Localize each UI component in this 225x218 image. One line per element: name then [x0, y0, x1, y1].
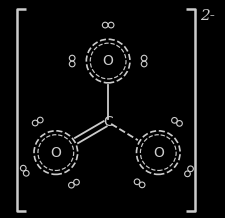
Text: 2-: 2-	[200, 9, 215, 23]
Text: O: O	[153, 146, 164, 160]
Text: O: O	[103, 54, 114, 68]
Text: O: O	[50, 146, 61, 160]
Text: C: C	[103, 115, 113, 129]
